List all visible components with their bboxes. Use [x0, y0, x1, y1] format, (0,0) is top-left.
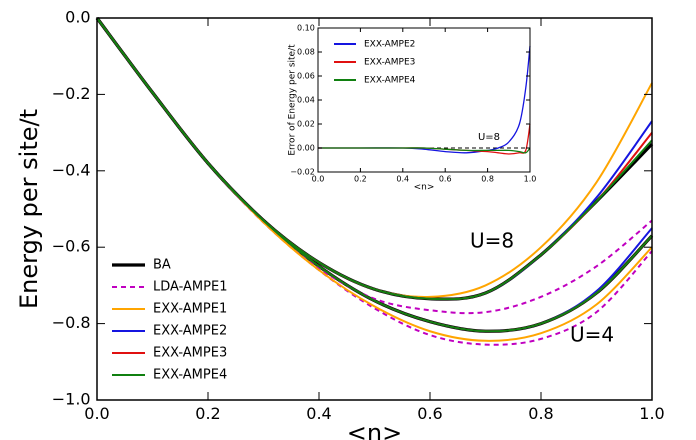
x-tick-label: 1.0: [524, 175, 537, 184]
legend-label: LDA-AMPE1: [153, 280, 227, 295]
annotation: U=4: [570, 323, 614, 347]
annotation: U=8: [470, 229, 514, 253]
x-tick-label: 0.0: [84, 404, 109, 423]
y-tick-label: 0.04: [297, 96, 315, 105]
legend-label: EXX-AMPE4: [364, 76, 416, 86]
y-tick-label: 0.0: [65, 8, 90, 27]
y-tick-label: −1.0: [52, 390, 91, 409]
series-line: [318, 147, 531, 154]
x-tick-label: 0.4: [396, 175, 409, 184]
legend-label: EXX-AMPE4: [153, 368, 227, 383]
x-tick-label: 1.0: [639, 404, 664, 423]
y-tick-label: 0.06: [297, 72, 315, 81]
y-tick-label: −0.8: [52, 313, 91, 332]
x-tick-label: 0.6: [417, 404, 442, 423]
series-line: [96, 17, 653, 346]
series-line: [96, 17, 653, 333]
x-tick-label: 0.2: [195, 404, 220, 423]
legend-label: EXX-AMPE3: [364, 58, 415, 68]
y-tick-label: 0.08: [297, 48, 315, 57]
x-tick-label: 0.0: [312, 175, 325, 184]
y-tick-label: −0.6: [52, 237, 91, 256]
x-tick-label: 0.4: [306, 404, 331, 423]
legend-label: EXX-AMPE1: [153, 302, 227, 317]
x-axis-label: <n>: [347, 419, 402, 440]
x-tick-label: 0.8: [481, 175, 494, 184]
y-axis-label: Error of Energy per site/t: [288, 44, 298, 156]
y-tick-label: −0.02: [290, 168, 315, 177]
x-tick-label: 0.6: [439, 175, 452, 184]
y-tick-label: 0.02: [297, 120, 315, 129]
chart-panel: 0.0 0.2 0.4 0.6 0.8 1.0 0.0 −0.2 −0.4 −0.6 −0.8 −1.…: [15, 8, 665, 440]
x-tick-label: 0.8: [528, 404, 553, 423]
x-tick-label: 0.2: [354, 175, 367, 184]
legend-label: BA: [153, 258, 171, 273]
y-tick-label: −0.4: [52, 160, 91, 179]
y-tick-label: −0.2: [52, 84, 91, 103]
y-tick-label: 0.00: [297, 144, 315, 153]
annotation: U=8: [478, 132, 500, 143]
legend-label: EXX-AMPE2: [364, 40, 415, 50]
plot-frame: [96, 17, 653, 401]
y-tick-label: 0.10: [297, 24, 315, 33]
legend-label: EXX-AMPE2: [153, 324, 227, 339]
y-axis-label: Energy per site/t: [15, 109, 43, 309]
chart-panel: 0.0 0.2 0.4 0.6 0.8 1.0 −0.02 0.00 0.02 0.04 0.06 0…: [288, 24, 537, 193]
legend-label: EXX-AMPE3: [153, 346, 227, 361]
x-axis-label: <n>: [414, 182, 435, 192]
